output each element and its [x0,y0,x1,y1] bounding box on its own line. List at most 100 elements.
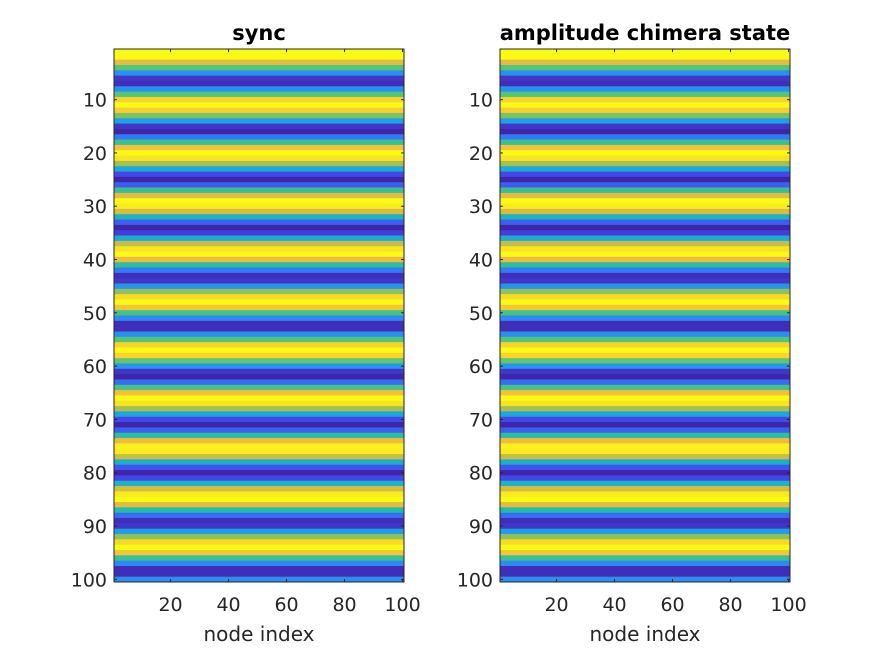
heatmap-row-24 [500,171,790,178]
heatmap-row-29 [500,198,790,204]
heatmap-row-8 [114,86,404,93]
chart-title: amplitude chimera state [500,21,791,45]
heatmap-row-53 [114,326,404,332]
heatmap-row-82 [500,480,790,487]
x-tick-label: 20 [158,594,182,616]
heatmap-row-63 [114,379,404,386]
heatmap-panel-sync: sync 10 20 30 40 50 60 70 80 90 100 20 40 60 80 100 no… [71,21,421,646]
heatmap-row-48 [114,299,404,306]
y-tick-label: 80 [469,463,493,485]
heatmap-row-92 [500,534,790,540]
heatmap-row-95 [500,550,790,556]
heatmap-row-20 [500,150,790,156]
y-tick-label: 70 [469,409,493,431]
heatmap-row-56 [114,342,404,348]
heatmap-row-84 [114,491,404,498]
heatmap-row-8 [500,86,790,93]
heatmap-row-54 [500,331,790,338]
heatmap-row-73 [500,432,790,439]
y-tick-label: 40 [469,250,493,272]
x-tick-label: 40 [216,594,240,616]
x-tick-label: 80 [718,594,742,616]
y-tick-label: 100 [457,569,493,591]
heatmap-row-13 [114,112,404,119]
y-tick-label: 60 [83,356,107,378]
heatmap-row-70 [114,416,404,423]
heatmap-cells [114,49,404,583]
heatmap-row-42 [500,267,790,274]
heatmap-row-61 [114,368,404,375]
heatmap-row-44 [500,278,790,284]
heatmap-row-22 [500,160,790,167]
heatmap-row-23 [114,166,404,172]
heatmap-row-12 [114,107,404,114]
heatmap-row-38 [500,246,790,252]
heatmap-row-19 [500,144,790,151]
heatmap-row-28 [500,192,790,199]
heatmap-row-49 [114,304,404,311]
heatmap-row-45 [500,283,790,290]
heatmap-row-1 [114,49,404,55]
heatmap-row-72 [500,427,790,434]
heatmap-row-5 [500,70,790,77]
x-tick-label: 80 [332,594,356,616]
heatmap-row-68 [114,406,404,412]
heatmap-row-33 [114,219,404,226]
heatmap-row-65 [500,390,790,396]
chart-title: sync [232,21,286,45]
heatmap-row-67 [500,400,790,407]
heatmap-row-15 [114,123,404,130]
heatmap-row-74 [114,438,404,444]
x-tick-label: 60 [274,594,298,616]
heatmap-row-63 [500,379,790,386]
heatmap-row-41 [114,262,404,268]
heatmap-row-5 [114,70,404,77]
heatmap-row-77 [500,454,790,460]
heatmap-row-35 [500,230,790,236]
y-tick-label: 10 [83,90,107,112]
heatmap-row-2 [114,54,404,61]
heatmap-row-11 [500,102,790,109]
heatmap-row-29 [114,198,404,204]
heatmap-row-42 [114,267,404,274]
heatmap-row-90 [114,523,404,530]
heatmap-row-66 [114,395,404,402]
heatmap-row-100 [500,576,790,583]
heatmap-row-70 [500,416,790,423]
heatmap-row-81 [114,475,404,482]
heatmap-row-43 [114,272,404,279]
heatmap-row-47 [114,294,404,300]
heatmap-row-87 [500,507,790,514]
heatmap-row-16 [500,128,790,135]
heatmap-row-10 [500,96,790,103]
heatmap-panel-amplitude-chimera-state: amplitude chimera state 10 20 30 40 50 60 70 80… [457,21,807,646]
heatmap-row-38 [114,246,404,252]
heatmap-row-92 [114,534,404,540]
axes-frame [113,48,405,583]
heatmap-row-80 [500,470,790,476]
heatmap-row-62 [500,374,790,380]
heatmap-row-73 [114,432,404,439]
heatmap-row-68 [500,406,790,412]
heatmap-row-50 [500,310,790,316]
heatmap-row-49 [500,304,790,311]
heatmap-row-2 [500,54,790,61]
heatmap-row-9 [114,91,404,98]
heatmap-row-50 [114,310,404,316]
heatmap-row-40 [500,256,790,263]
heatmap-row-19 [114,144,404,151]
heatmap-row-17 [500,134,790,141]
heatmap-row-84 [500,491,790,498]
heatmap-row-18 [500,139,790,146]
heatmap-row-81 [500,475,790,482]
heatmap-row-75 [114,443,404,450]
heatmap-row-86 [114,502,404,508]
heatmap-row-31 [114,208,404,215]
heatmap-row-87 [114,507,404,514]
heatmap-row-99 [500,571,790,578]
y-tick-label: 50 [83,303,107,325]
heatmap-row-86 [500,502,790,508]
heatmap-row-94 [500,544,790,551]
heatmap-row-89 [500,518,790,524]
heatmap-row-17 [114,134,404,141]
